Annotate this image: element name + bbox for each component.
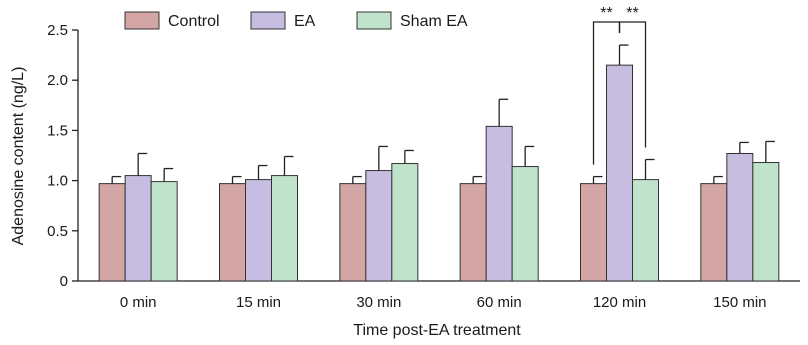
y-tick-label: 0: [60, 273, 68, 290]
bar-sham-ea: [632, 179, 659, 282]
legend-label: Control: [168, 13, 220, 30]
bar-ea: [245, 179, 272, 282]
x-tick-label: 30 min: [356, 294, 401, 311]
y-tick-label: 2.0: [47, 72, 68, 89]
error-bars-group: [111, 44, 775, 184]
y-tick-label: 1.5: [47, 122, 68, 139]
significance-label: **: [600, 5, 612, 22]
legend-swatch: [124, 11, 160, 30]
bar-control: [219, 183, 246, 282]
legend: Control EA Sham EA: [124, 11, 468, 30]
bar-control: [580, 183, 607, 282]
significance-label: **: [626, 5, 638, 22]
bar-ea: [365, 170, 393, 282]
bar-control: [98, 183, 126, 282]
bar-sham-ea: [752, 162, 780, 282]
bar-ea: [485, 125, 513, 282]
bar-sham-ea: [271, 175, 298, 282]
x-tick-label: 15 min: [236, 294, 281, 311]
bar-sham-ea: [150, 181, 178, 282]
legend-swatch: [250, 11, 286, 30]
bar-control: [459, 183, 487, 282]
significance-bracket: [618, 21, 647, 148]
y-tick-label: 2.5: [47, 22, 68, 39]
significance-annotations: ** **: [592, 5, 647, 165]
bar-ea: [726, 152, 754, 282]
x-axis-title: Time post-EA treatment: [353, 322, 521, 339]
y-axis: 0 0.5 1.0 1.5 2.0 2.5: [47, 22, 79, 290]
legend-label: Sham EA: [400, 13, 468, 30]
x-tick-label: 150 min: [713, 294, 766, 311]
bar-series-group: [98, 64, 780, 282]
legend-swatch: [356, 11, 392, 30]
x-tick-label: 60 min: [477, 294, 522, 311]
x-axis: 0 min 15 min 30 min 60 min 120 min 150 min: [78, 280, 800, 311]
x-tick-label: 0 min: [120, 294, 157, 311]
y-tick-label: 0.5: [47, 223, 68, 240]
bar-sham-ea: [511, 166, 539, 282]
bar-control: [339, 183, 367, 282]
bar-sham-ea: [391, 163, 419, 282]
bar-control: [700, 183, 728, 282]
bar-ea: [606, 64, 633, 282]
y-tick-label: 1.0: [47, 173, 68, 190]
y-axis-title: Adenosine content (ng/L): [10, 67, 27, 246]
x-tick-label: 120 min: [593, 294, 646, 311]
bar-ea: [124, 175, 152, 282]
legend-label: EA: [294, 13, 316, 30]
